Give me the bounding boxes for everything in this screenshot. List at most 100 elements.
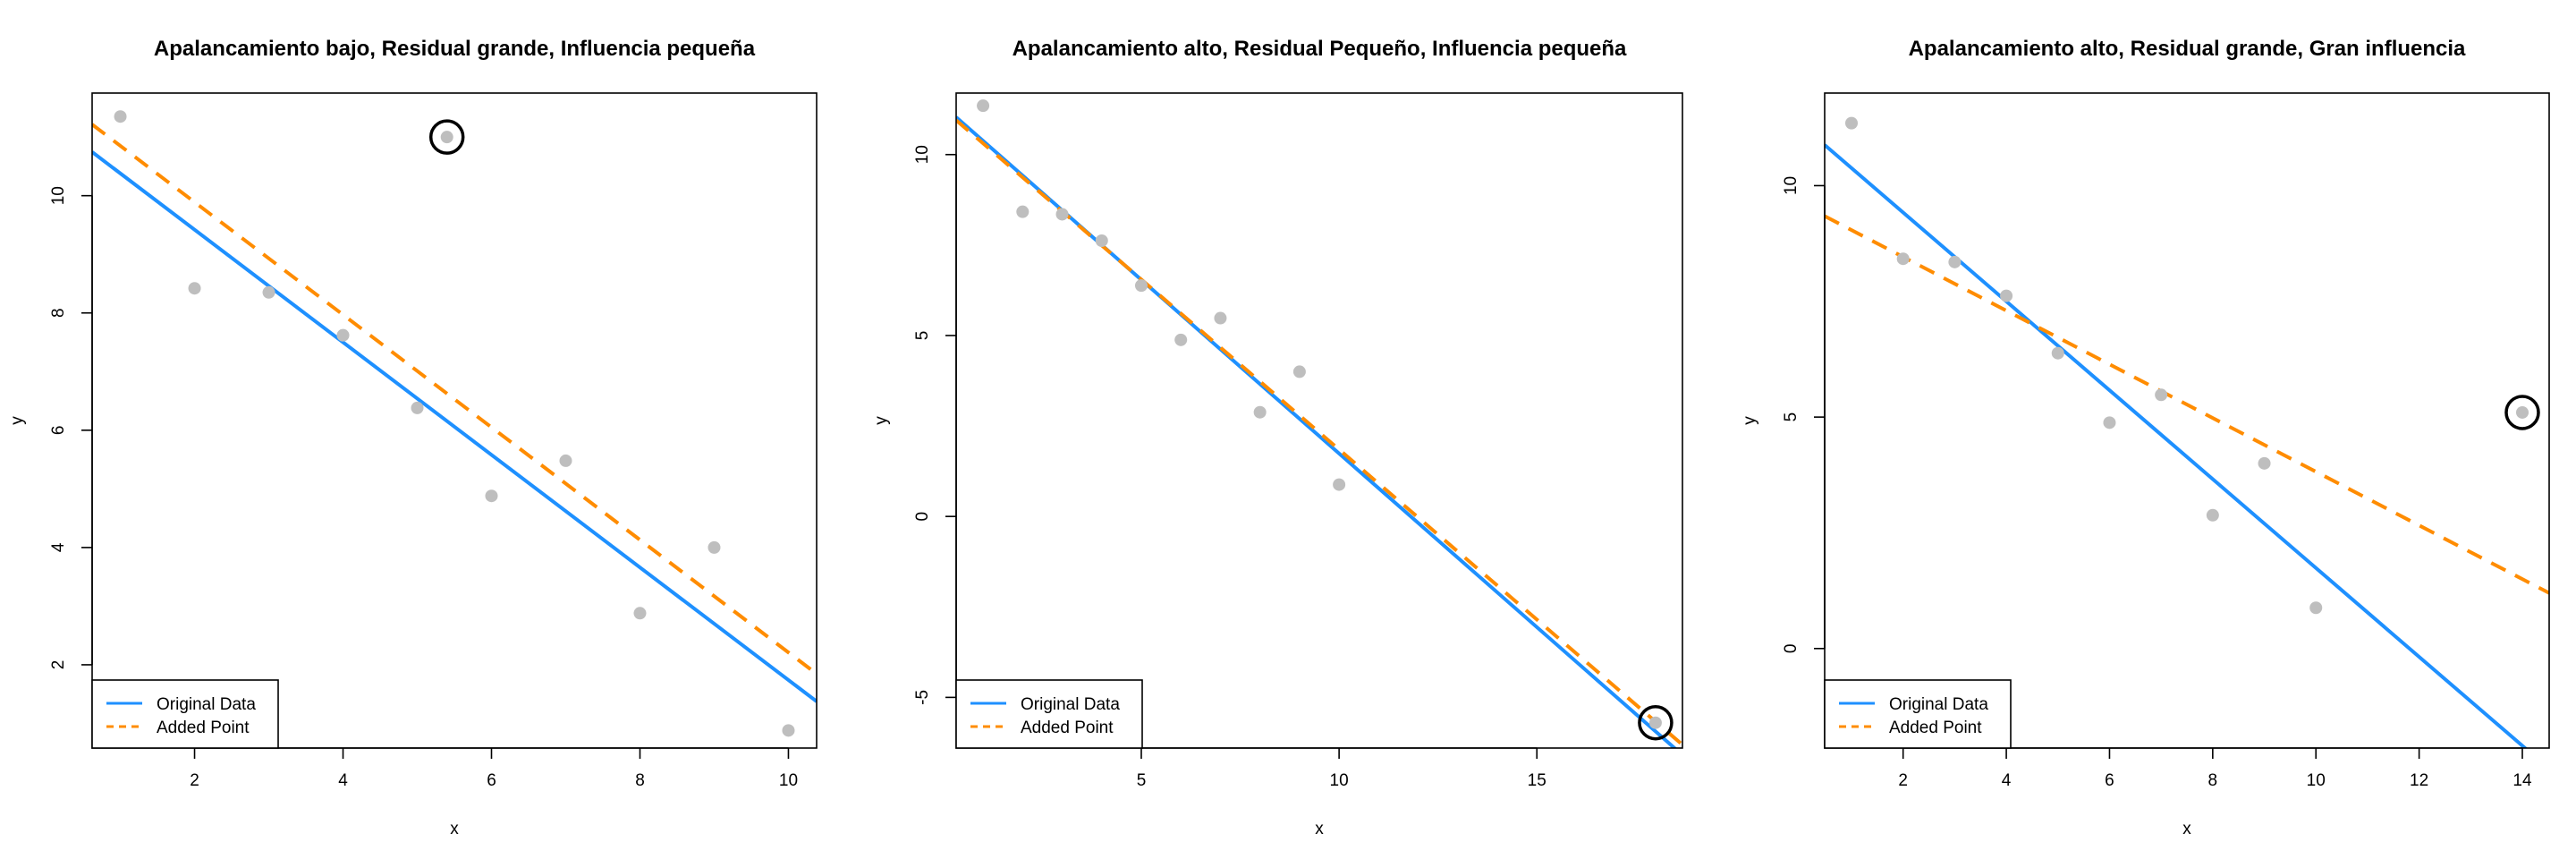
x-axis-label: x: [450, 820, 459, 838]
data-point: [1333, 478, 1346, 491]
x-axis: 2 4 6 8 10: [190, 747, 798, 790]
x-tick-label: 10: [1330, 771, 1349, 790]
x-tick-label: 12: [2410, 771, 2428, 790]
x-tick-label: 4: [338, 771, 348, 790]
y-axis: -5 0 5 10: [913, 145, 957, 705]
y-tick-label: 5: [1782, 412, 1801, 422]
legend-original-label: Original Data: [1021, 695, 1120, 714]
x-tick-label: 5: [1137, 771, 1147, 790]
data-point: [2155, 388, 2168, 402]
x-tick-label: 14: [2512, 771, 2532, 790]
data-point: [708, 540, 721, 554]
y-axis: 0 5 10: [1782, 176, 1826, 653]
plot-frame: [91, 92, 818, 749]
data-point: [336, 328, 350, 342]
data-point: [782, 724, 795, 737]
added-point-highlight: [1638, 704, 1674, 741]
x-tick-label: 2: [190, 771, 199, 790]
data-point: [1214, 311, 1227, 325]
legend-added-label: Added Point: [1889, 719, 1982, 737]
data-point: [188, 282, 201, 295]
data-point: [2258, 456, 2271, 470]
x-tick-label: 15: [1528, 771, 1546, 790]
data-point: [1948, 255, 1962, 268]
data-point: [1253, 405, 1267, 419]
legend-original-label: Original Data: [1889, 695, 1988, 714]
data-point: [1016, 205, 1030, 218]
x-axis-label: x: [2182, 820, 2191, 838]
y-tick-label: 4: [49, 542, 68, 552]
legend-box: [91, 679, 279, 749]
data-point: [977, 99, 990, 113]
data-point: [2206, 508, 2219, 522]
x-tick-label: 8: [635, 771, 645, 790]
y-axis-label: y: [8, 416, 27, 425]
added-point-highlight: [2504, 395, 2540, 430]
added-fit-line: [1825, 214, 2549, 595]
data-point: [2051, 346, 2064, 360]
x-axis-label: x: [1315, 820, 1324, 838]
y-tick-label: -5: [913, 690, 932, 705]
data-point: [1845, 116, 1858, 130]
y-axis: 2 4 6 8 10: [49, 186, 93, 670]
x-tick-label: 10: [2307, 771, 2326, 790]
data-point: [262, 285, 275, 299]
x-tick-label: 10: [779, 771, 798, 790]
y-tick-label: 0: [913, 512, 932, 522]
plot-area: [956, 99, 1682, 748]
panel-3: Apalancamiento alto, Residual grande, Gr…: [1741, 37, 2550, 838]
x-axis: 2 4 6 8 10 12 14: [1898, 747, 2532, 790]
added-point: [1648, 716, 1662, 729]
y-tick-label: 6: [49, 426, 68, 436]
chart-title: Apalancamiento alto, Residual grande, Gr…: [1909, 37, 2466, 61]
x-tick-label: 4: [2002, 771, 2012, 790]
y-tick-label: 0: [1782, 643, 1801, 653]
x-axis: 5 10 15: [1137, 747, 1546, 790]
legend-added-label: Added Point: [1021, 719, 1114, 737]
chart-title: Apalancamiento bajo, Residual grande, In…: [154, 37, 756, 61]
x-tick-label: 6: [2105, 771, 2114, 790]
y-tick-label: 5: [913, 331, 932, 341]
original-fit-line: [1825, 143, 2529, 748]
data-point: [1095, 234, 1108, 248]
chart-title: Apalancamiento alto, Residual Pequeño, I…: [1013, 37, 1627, 61]
legend: Original Data Added Point: [91, 679, 279, 749]
x-tick-label: 2: [1898, 771, 1908, 790]
added-point: [2516, 405, 2529, 419]
data-point: [1055, 208, 1069, 221]
plot-frame: [1824, 92, 2550, 749]
data-point: [2000, 289, 2013, 302]
panel-2: Apalancamiento alto, Residual Pequeño, I…: [872, 37, 1683, 838]
original-fit-line: [956, 115, 1678, 748]
y-axis-label: y: [872, 416, 891, 425]
legend: Original Data Added Point: [955, 679, 1143, 749]
y-axis-label: y: [1741, 416, 1759, 425]
legend-box: [955, 679, 1143, 749]
data-point: [1896, 252, 1910, 266]
data-point: [1174, 333, 1188, 346]
original-fit-line: [92, 150, 817, 703]
y-tick-label: 10: [49, 186, 68, 205]
added-point-highlight: [428, 119, 465, 155]
plot-area: [1825, 116, 2549, 748]
y-tick-label: 8: [49, 308, 68, 318]
data-point: [411, 401, 424, 414]
data-point: [559, 454, 572, 467]
data-point: [2103, 416, 2116, 430]
x-tick-label: 6: [487, 771, 496, 790]
data-point: [1134, 279, 1148, 293]
data-point: [114, 110, 127, 123]
legend-original-label: Original Data: [157, 695, 256, 714]
x-tick-label: 8: [2208, 771, 2218, 790]
panel-1: Apalancamiento bajo, Residual grande, In…: [8, 37, 818, 838]
y-tick-label: 2: [49, 660, 68, 670]
data-point: [1292, 365, 1306, 378]
data-point: [633, 607, 647, 620]
data-point: [485, 489, 498, 503]
y-tick-label: 10: [913, 145, 932, 164]
legend-box: [1824, 679, 2012, 749]
y-tick-label: 10: [1782, 176, 1801, 195]
legend-added-label: Added Point: [157, 719, 250, 737]
added-fit-line: [92, 123, 817, 676]
